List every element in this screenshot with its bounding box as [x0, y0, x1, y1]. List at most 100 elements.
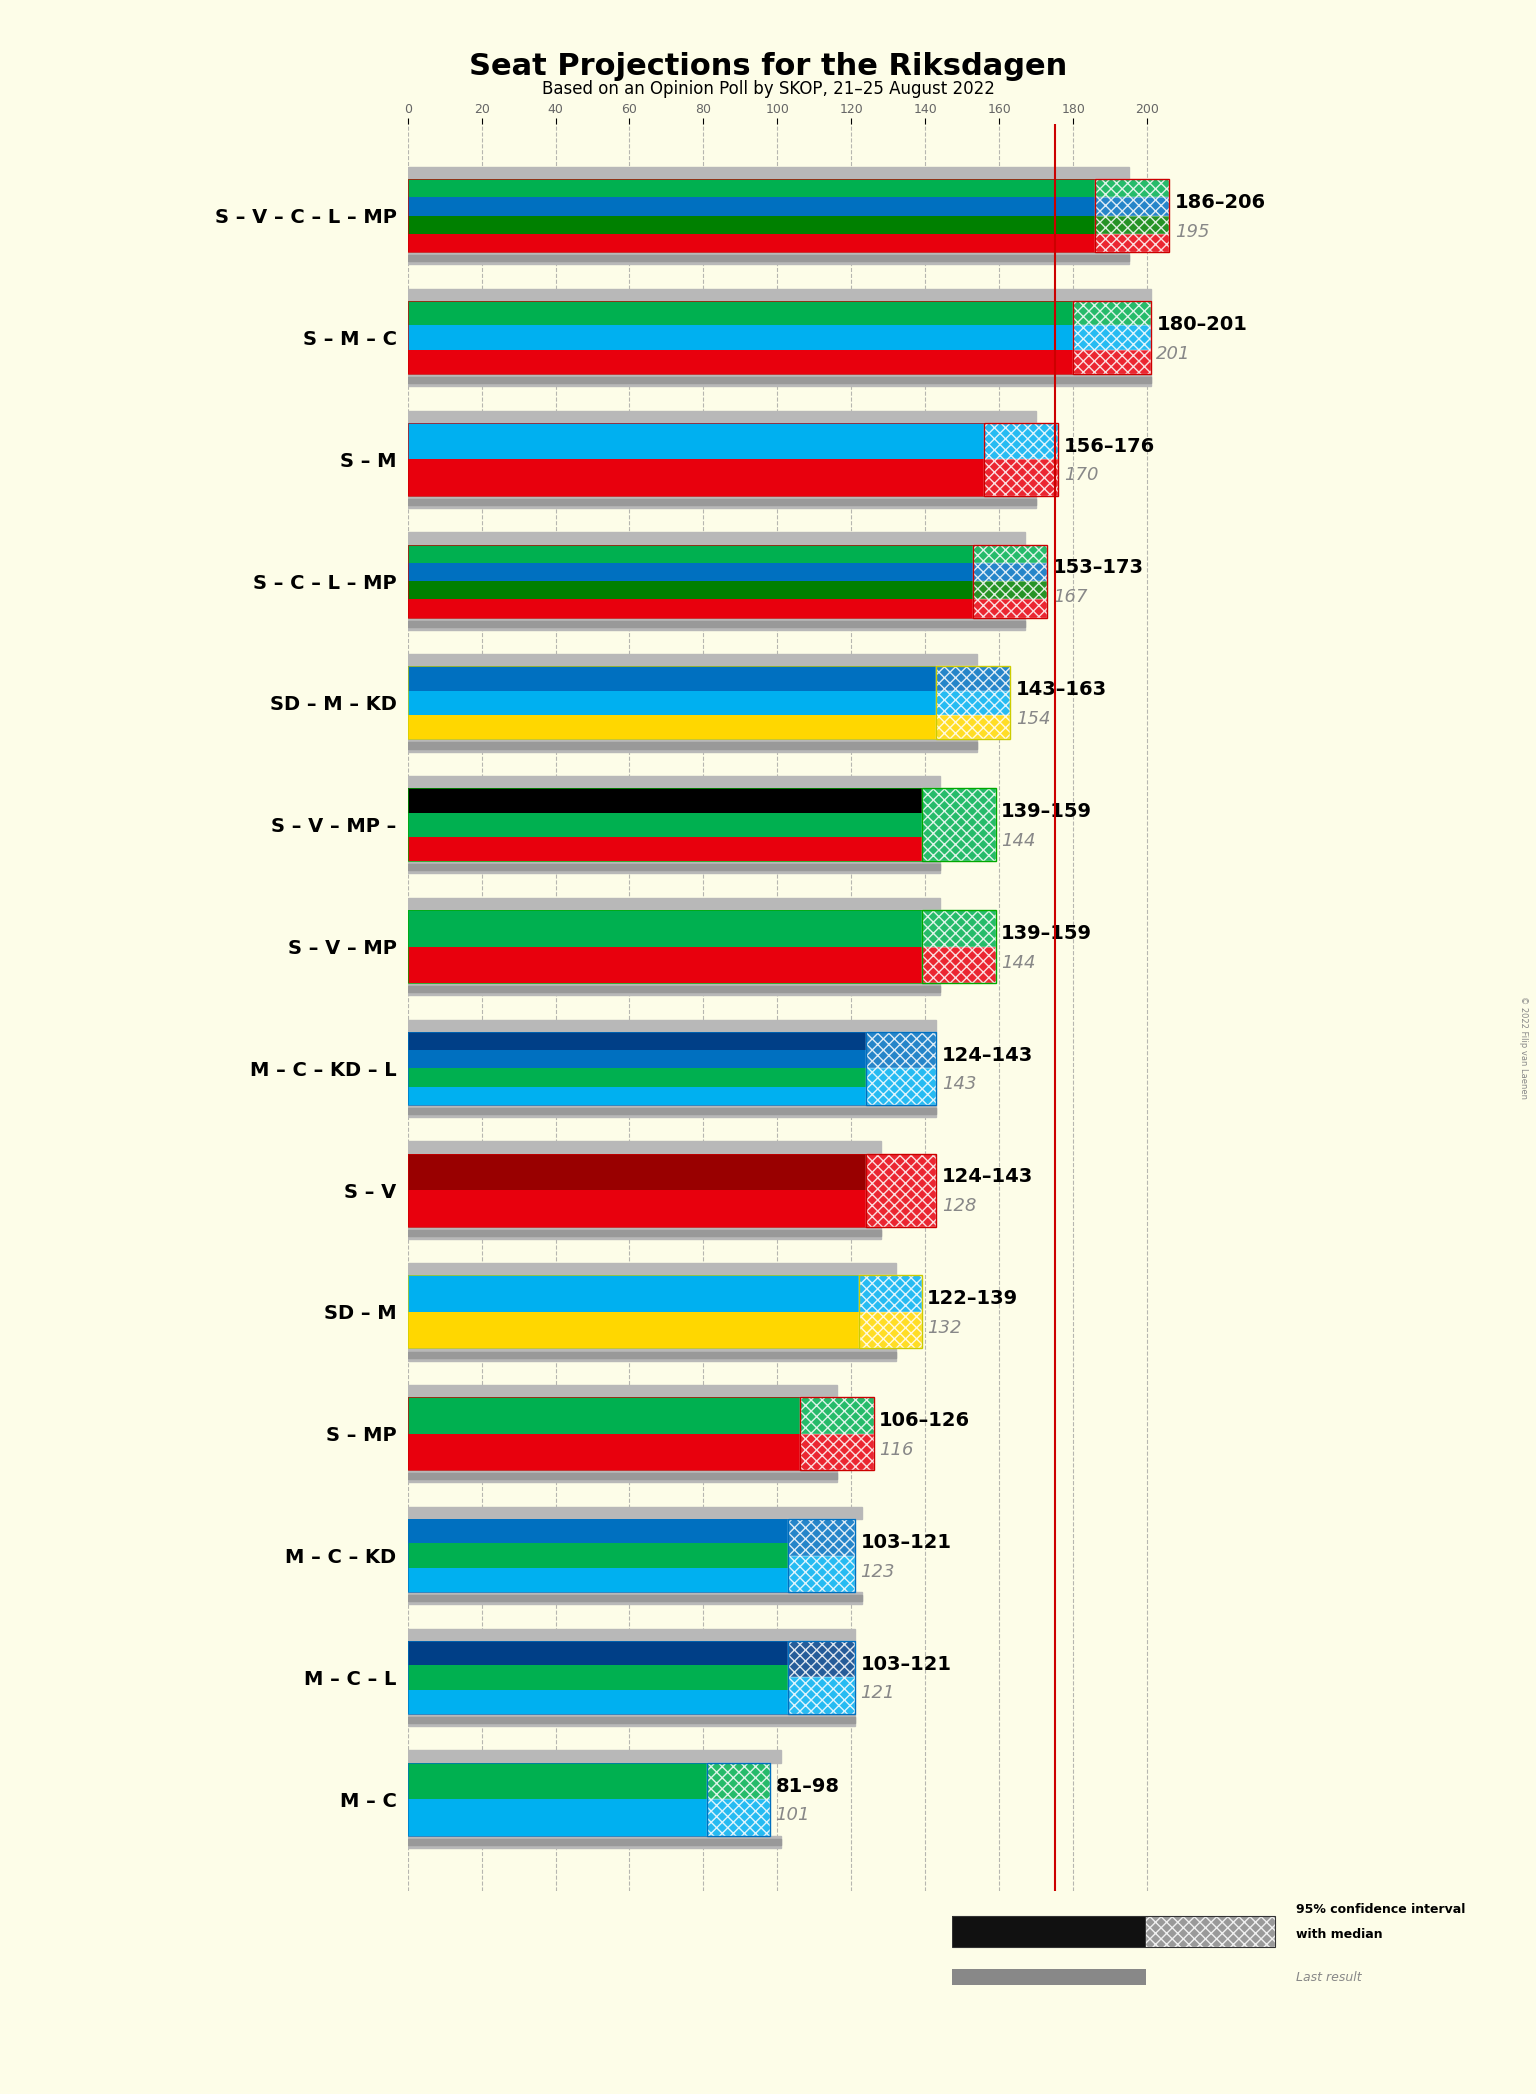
Bar	[974, 544, 1048, 563]
Bar	[407, 1836, 782, 1847]
Text: 156–176: 156–176	[1064, 438, 1155, 456]
Bar	[407, 865, 940, 871]
Bar	[1095, 197, 1169, 216]
Bar	[859, 1275, 922, 1313]
Bar	[866, 1032, 937, 1068]
Bar	[407, 599, 974, 618]
Bar	[407, 1227, 882, 1240]
Bar	[788, 1556, 856, 1591]
Text: 123: 123	[860, 1562, 895, 1581]
Bar	[800, 1397, 874, 1434]
Bar	[407, 838, 922, 861]
Bar	[1095, 180, 1169, 251]
Bar	[407, 691, 937, 714]
Text: 128: 128	[942, 1198, 977, 1215]
Bar	[788, 1518, 856, 1556]
Bar	[407, 580, 974, 599]
Bar	[788, 1642, 856, 1677]
Bar	[974, 599, 1048, 618]
Text: 195: 195	[1175, 222, 1209, 241]
Bar	[1095, 197, 1169, 216]
Text: 106–126: 106–126	[879, 1411, 971, 1430]
Text: 153–173: 153–173	[1052, 559, 1144, 578]
Bar	[952, 1916, 1275, 1947]
Bar	[407, 423, 985, 459]
Bar	[407, 255, 1129, 262]
Bar	[866, 1068, 937, 1106]
Text: 201: 201	[1157, 346, 1190, 362]
Bar	[407, 911, 922, 982]
Bar	[407, 1229, 882, 1235]
Bar	[407, 1106, 937, 1116]
Text: 121: 121	[860, 1684, 895, 1702]
Bar	[407, 861, 940, 873]
Bar	[407, 377, 1150, 383]
Bar	[407, 946, 922, 982]
Bar	[407, 289, 1150, 302]
Text: 139–159: 139–159	[1001, 923, 1092, 942]
Text: 186–206: 186–206	[1175, 193, 1266, 211]
Bar	[800, 1397, 874, 1434]
Bar	[800, 1397, 874, 1470]
Bar	[937, 666, 1011, 691]
Bar	[974, 563, 1048, 580]
Bar	[407, 1751, 782, 1763]
Bar	[407, 898, 940, 911]
Bar	[407, 1629, 856, 1642]
Bar	[407, 911, 922, 946]
Bar	[922, 911, 995, 946]
Text: 180–201: 180–201	[1157, 314, 1247, 333]
Bar	[788, 1642, 856, 1677]
Bar	[1095, 216, 1169, 235]
Bar	[1074, 350, 1150, 375]
Bar	[937, 691, 1011, 714]
Bar	[922, 787, 995, 861]
Bar	[1095, 235, 1169, 251]
Bar	[859, 1313, 922, 1349]
Bar	[985, 423, 1058, 459]
Bar	[859, 1275, 922, 1349]
Bar	[407, 216, 1095, 235]
Bar	[407, 1518, 788, 1591]
Bar	[407, 350, 1074, 375]
Bar	[407, 653, 977, 666]
Bar	[859, 1275, 922, 1313]
Bar	[407, 1068, 866, 1087]
Bar	[859, 1313, 922, 1349]
Bar	[407, 498, 1037, 505]
Bar	[407, 1384, 837, 1397]
Bar	[974, 544, 1048, 618]
Bar	[937, 714, 1011, 739]
Bar	[1074, 350, 1150, 375]
Bar	[1095, 180, 1169, 197]
Bar	[1095, 180, 1169, 197]
Bar	[407, 666, 937, 691]
Bar	[866, 1154, 937, 1227]
Bar	[800, 1434, 874, 1470]
Bar	[866, 1154, 937, 1227]
Bar	[952, 1968, 1146, 1985]
Bar	[407, 1397, 800, 1434]
Bar	[407, 1763, 707, 1799]
Text: 103–121: 103–121	[860, 1533, 952, 1552]
Bar	[407, 777, 940, 787]
Bar	[1074, 302, 1150, 375]
Bar	[985, 423, 1058, 496]
Bar	[1074, 325, 1150, 350]
Text: 122–139: 122–139	[928, 1290, 1018, 1309]
Bar	[974, 599, 1048, 618]
Bar	[407, 180, 1095, 197]
Text: 170: 170	[1064, 467, 1098, 484]
Text: 143–163: 143–163	[1015, 681, 1107, 699]
Bar	[407, 739, 977, 752]
Bar	[407, 714, 937, 739]
Bar	[407, 1154, 866, 1227]
Bar	[985, 459, 1058, 496]
Bar	[866, 1068, 937, 1106]
Bar	[407, 1189, 866, 1227]
Bar	[1074, 302, 1150, 325]
Bar	[788, 1642, 856, 1713]
Bar	[407, 1351, 895, 1357]
Bar	[1074, 325, 1150, 350]
Bar	[800, 1434, 874, 1470]
